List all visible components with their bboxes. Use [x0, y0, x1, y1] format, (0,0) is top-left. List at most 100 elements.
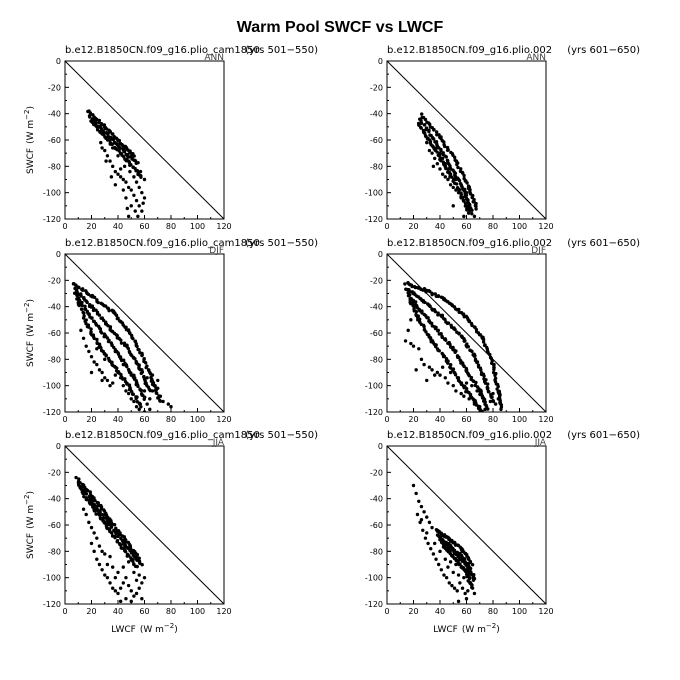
y-tick-label: -40	[48, 495, 61, 504]
data-point	[466, 198, 470, 203]
data-point	[137, 204, 141, 208]
y-tick-label: -120	[43, 600, 61, 609]
data-point	[114, 531, 118, 536]
x-tick-label: 100	[190, 222, 205, 231]
data-point	[129, 373, 133, 377]
data-point	[97, 513, 102, 517]
data-point	[427, 129, 431, 134]
data-point	[425, 140, 429, 145]
data-point	[119, 372, 123, 377]
x-tick-label: 20	[86, 222, 96, 231]
data-point	[431, 164, 436, 169]
x-tick-label: 80	[488, 415, 498, 424]
data-point	[482, 374, 486, 378]
data-point	[448, 370, 453, 375]
data-point	[142, 397, 146, 401]
data-point	[407, 293, 412, 297]
y-tick-label: -100	[365, 189, 383, 198]
data-point	[113, 373, 118, 377]
data-point	[118, 543, 122, 547]
data-point	[443, 338, 448, 342]
y-tick-label: -100	[365, 574, 383, 583]
data-point	[96, 501, 101, 505]
data-point	[103, 376, 107, 380]
y-tick-label: -80	[370, 355, 383, 364]
data-point	[135, 564, 139, 569]
data-point	[446, 148, 450, 152]
data-point	[129, 389, 134, 394]
data-point	[424, 290, 428, 294]
data-point	[139, 175, 143, 179]
data-point	[471, 578, 476, 583]
data-point	[462, 198, 466, 203]
data-point	[430, 525, 434, 530]
data-point	[420, 112, 424, 116]
data-point	[432, 128, 436, 132]
data-point	[132, 399, 136, 404]
data-point	[433, 326, 438, 331]
data-point	[464, 597, 469, 601]
data-point	[417, 499, 421, 503]
data-point	[85, 300, 89, 305]
data-point	[110, 534, 115, 538]
data-point	[105, 132, 110, 136]
data-point	[95, 337, 99, 342]
x-tick-label: 60	[139, 222, 149, 231]
data-point	[81, 316, 86, 320]
data-point	[470, 383, 474, 388]
data-point	[466, 589, 470, 593]
data-point	[446, 381, 450, 385]
scatter-panel: b.e12.B1850CN.f09_g16.plio_cam1850(yrs 5…	[23, 430, 318, 635]
y-tick-label: -20	[48, 276, 61, 285]
data-point	[424, 127, 428, 132]
data-point	[105, 562, 110, 567]
data-point	[140, 563, 144, 567]
y-tick-label: -40	[370, 495, 383, 504]
y-tick-label: -80	[48, 355, 61, 364]
data-point	[448, 183, 453, 187]
data-point	[79, 328, 83, 333]
data-point	[427, 520, 432, 525]
data-point	[108, 159, 112, 163]
reference-line	[386, 60, 547, 220]
data-point	[449, 366, 453, 370]
data-point	[481, 340, 486, 344]
reference-line	[64, 445, 225, 605]
data-point	[473, 354, 477, 358]
data-point	[472, 402, 477, 406]
panel-years: (yrs 601−650)	[567, 238, 640, 249]
data-point	[478, 405, 482, 409]
data-point	[113, 183, 118, 187]
data-point	[129, 204, 133, 208]
data-point	[116, 370, 120, 375]
x-tick-label: 60	[139, 415, 149, 424]
data-point	[487, 390, 491, 394]
data-point	[103, 334, 107, 339]
y-tick-label: -60	[48, 329, 61, 338]
data-point	[496, 397, 500, 401]
data-point	[136, 384, 140, 389]
data-point	[426, 316, 430, 320]
data-point	[465, 181, 469, 185]
data-point	[122, 164, 127, 169]
data-point	[484, 404, 489, 408]
data-point	[137, 573, 141, 577]
data-point	[126, 391, 131, 396]
data-point	[140, 353, 144, 358]
data-point	[113, 535, 117, 540]
data-point	[434, 130, 439, 134]
data-point	[129, 163, 133, 167]
data-point	[454, 562, 458, 567]
data-point	[80, 303, 84, 308]
data-point	[95, 128, 100, 132]
y-tick-label: -40	[48, 110, 61, 119]
data-point	[121, 358, 126, 362]
data-point	[121, 565, 126, 569]
x-tick-label: 80	[166, 222, 176, 231]
data-point	[464, 381, 469, 385]
y-tick-label: -80	[370, 547, 383, 556]
data-point	[103, 573, 107, 577]
data-point	[464, 386, 469, 391]
data-point	[442, 140, 446, 144]
y-axis-label: SWCF(W m−2)	[23, 299, 36, 367]
